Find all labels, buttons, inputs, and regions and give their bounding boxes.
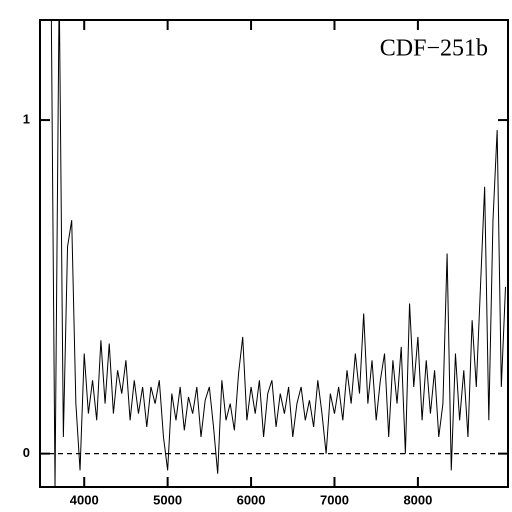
annotation: CDF−251b <box>380 36 488 62</box>
y-tick-label: 1 <box>23 112 30 127</box>
plot-frame <box>39 19 509 488</box>
spectrum-line <box>50 20 506 487</box>
x-tick-label: 7000 <box>320 492 349 507</box>
x-tick-label: 4000 <box>70 492 99 507</box>
x-tick-label: 8000 <box>403 492 432 507</box>
x-tick-label: 6000 <box>237 492 266 507</box>
y-tick-label: 0 <box>23 445 30 460</box>
x-tick-label: 5000 <box>153 492 182 507</box>
